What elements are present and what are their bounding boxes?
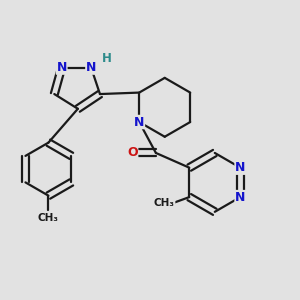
Text: H: H bbox=[102, 52, 112, 65]
Text: N: N bbox=[86, 61, 96, 74]
Text: O: O bbox=[127, 146, 138, 159]
Text: N: N bbox=[235, 190, 245, 204]
Text: CH₃: CH₃ bbox=[154, 198, 175, 208]
Text: CH₃: CH₃ bbox=[38, 213, 59, 223]
Text: N: N bbox=[134, 116, 144, 128]
Text: N: N bbox=[235, 161, 245, 174]
Text: N: N bbox=[56, 61, 67, 74]
